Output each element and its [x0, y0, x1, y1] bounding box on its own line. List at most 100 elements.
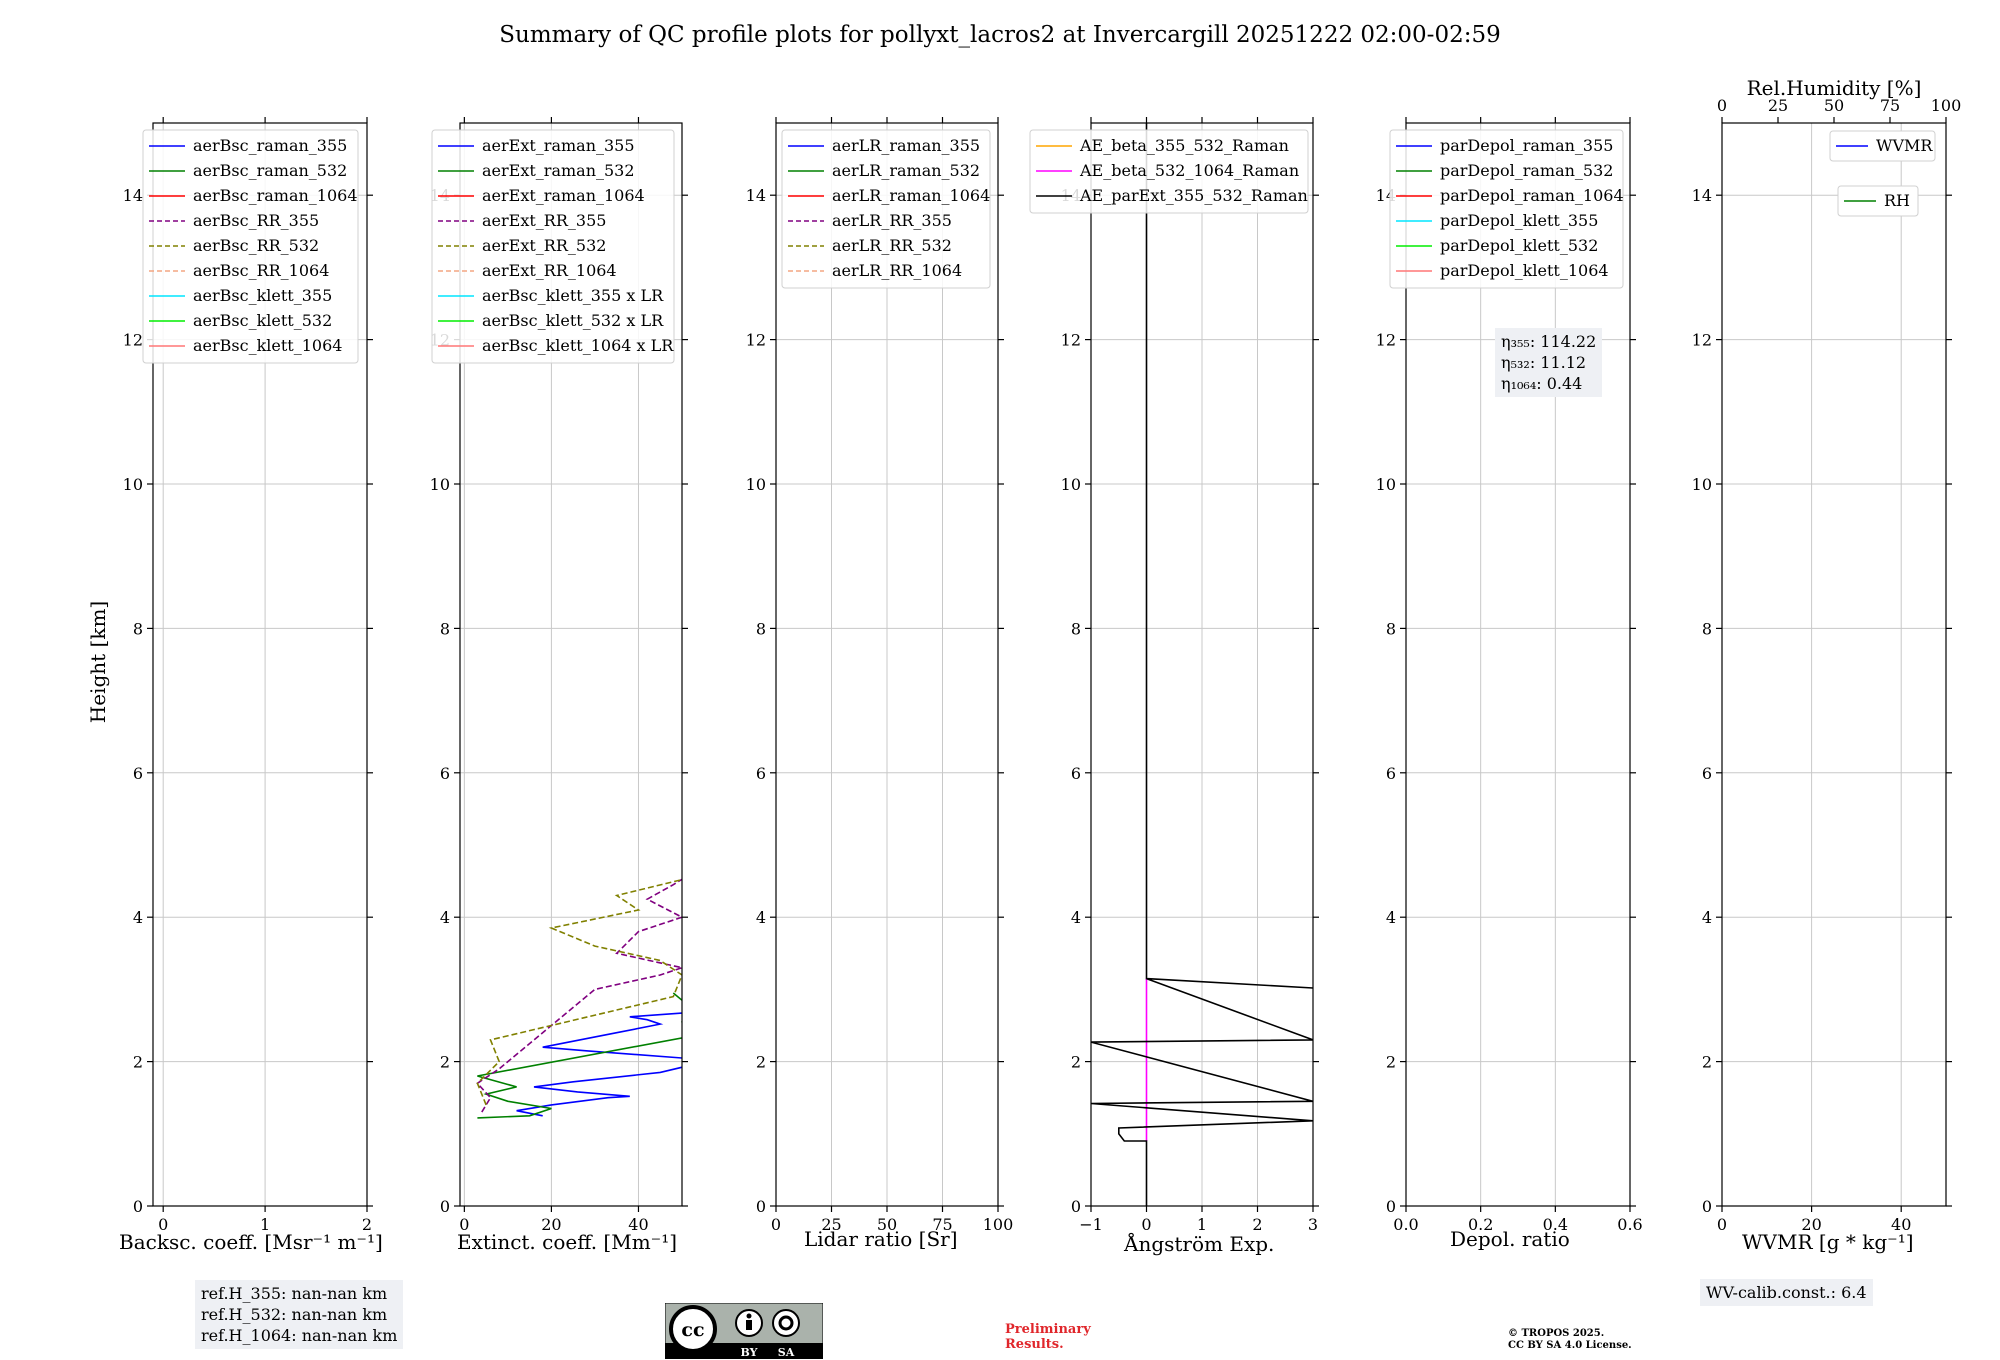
copyright-line-1: © TROPOS 2025.: [1508, 1328, 1605, 1339]
legend-label: aerExt_raman_1064: [482, 186, 645, 205]
share-alike-icon: [778, 1315, 794, 1331]
legend-label: parDepol_raman_355: [1440, 136, 1613, 155]
plot-frame: [1405, 122, 1631, 1207]
legend-label: aerLR_RR_355: [832, 211, 952, 230]
y-tick-label: 4: [440, 908, 450, 927]
legend-box: [1029, 129, 1309, 214]
legend-label: aerBsc_RR_532: [193, 236, 319, 255]
legend-label: aerLR_raman_532: [832, 161, 980, 180]
x-tick-label: 20: [1801, 1215, 1821, 1234]
legend-box: [1389, 129, 1624, 289]
series-line-aerExt_RR_532: [476, 878, 682, 1106]
y-tick-label: 8: [440, 619, 450, 638]
ref-height-532: ref.H_532: nan-nan km: [201, 1305, 388, 1324]
legend-label: aerLR_raman_355: [832, 136, 980, 155]
panel-2-xlabel: Extinct. coeff. [Mm⁻¹]: [457, 1230, 678, 1254]
y-tick-label: 0: [440, 1197, 450, 1216]
x-tick-label: 40: [1891, 1215, 1911, 1234]
legend-label: aerExt_RR_1064: [482, 261, 617, 280]
ref-height-box: ref.H_355: nan-nan km ref.H_532: nan-nan…: [195, 1280, 404, 1349]
y-tick-label: 12: [746, 331, 766, 350]
figure-title: Summary of QC profile plots for pollyxt_…: [499, 22, 1501, 48]
y-tick-label: 6: [1386, 764, 1396, 783]
legend-label: aerLR_RR_1064: [832, 261, 962, 280]
panel-4: −1012302468101214AE_beta_355_532_RamanAE…: [1029, 117, 1319, 1234]
plot-frame: [459, 122, 683, 1207]
preliminary-note: Preliminary Results.: [1005, 1322, 1091, 1352]
legend-label: aerExt_raman_355: [482, 136, 635, 155]
x-tick-label: 1: [260, 1215, 270, 1234]
top-x-tick-label: 75: [1880, 96, 1900, 115]
y-tick-label: 2: [1702, 1053, 1712, 1072]
y-tick-label: 0: [756, 1197, 766, 1216]
panel-4-xlabel: Ångström Exp.: [1124, 1232, 1275, 1256]
x-tick-label: 2: [362, 1215, 372, 1234]
y-tick-label: 4: [1071, 908, 1081, 927]
legend-box: [142, 129, 359, 364]
x-tick-label: 40: [628, 1215, 648, 1234]
x-tick-label: 1: [1197, 1215, 1207, 1234]
panel-1: 0 1 202468101214aerBsc_raman_355aerBsc_ram…: [123, 117, 373, 1234]
eta-532: η₅₃₂: 11.12: [1501, 353, 1587, 372]
panel-5: 0.0 0.2 0.4 0.602468101214parDepol_raman_35…: [1376, 117, 1643, 1234]
panel-6: 0 20 40 0 2 4 6 8 10 12 14 0 25 50 75 100 Rel.Humidity […: [1692, 76, 1962, 1234]
x-tick-label: 0.6: [1617, 1215, 1642, 1234]
eta-1064: η₁₀₆₄: 0.44: [1501, 374, 1583, 393]
legend-label: aerBsc_raman_1064: [193, 186, 358, 205]
legend-label: aerBsc_raman_532: [193, 161, 347, 180]
ref-height-355: ref.H_355: nan-nan km: [201, 1284, 388, 1303]
y-tick-label: 8: [756, 619, 766, 638]
x-tick-label: 0: [459, 1215, 469, 1234]
top-axis-label: Rel.Humidity [%]: [1747, 76, 1922, 100]
panel-6-xlabel: WVMR [g * kg⁻¹]: [1742, 1230, 1914, 1254]
y-tick-label: 4: [1702, 908, 1712, 927]
person-icon: [746, 1313, 752, 1319]
legend-label: parDepol_klett_532: [1440, 236, 1598, 255]
legend-label: aerBsc_klett_532: [193, 311, 332, 330]
y-tick-label: 12: [1692, 331, 1712, 350]
legend-label: parDepol_raman_1064: [1440, 186, 1624, 205]
series-group: [476, 878, 682, 1119]
legend-label: RH: [1884, 191, 1910, 210]
legend-box: [781, 129, 991, 289]
y-tick-label: 0: [1702, 1197, 1712, 1216]
legend-label: aerExt_RR_532: [482, 236, 606, 255]
y-tick-label: 2: [133, 1053, 143, 1072]
legend-label: aerBsc_RR_355: [193, 211, 319, 230]
y-tick-label: 0: [1386, 1197, 1396, 1216]
series-line-AE_parExt_355_532_Raman: [1091, 123, 1313, 1206]
series-line-aerExt_raman_532: [477, 992, 682, 1119]
legend-label: aerLR_RR_532: [832, 236, 952, 255]
eta-355: η₃₅₅: 114.22: [1501, 332, 1597, 351]
legend-label: aerLR_raman_1064: [832, 186, 990, 205]
x-tick-label: 100: [983, 1215, 1014, 1234]
y-tick-label: 4: [1386, 908, 1396, 927]
y-tick-label: 10: [746, 475, 766, 494]
legend: aerBsc_raman_355 aerBsc_raman_532 aerBsc_r…: [142, 129, 359, 364]
y-tick-label: 6: [1702, 764, 1712, 783]
x-tick-label: 0: [1717, 1215, 1727, 1234]
cc-by-sa-badge: cc BY SA: [665, 1303, 823, 1359]
x-tick-label: 25: [821, 1215, 841, 1234]
y-tick-label: 10: [123, 475, 143, 494]
badge-by-label: BY: [741, 1346, 758, 1359]
preliminary-line-2: Results.: [1005, 1337, 1064, 1352]
wv-calib-text: WV-calib.const.: 6.4: [1706, 1283, 1867, 1302]
y-tick-label: 14: [1692, 186, 1712, 205]
x-tick-label: 50: [877, 1215, 897, 1234]
y-tick-label: 8: [1071, 619, 1081, 638]
legend: aerExt_raman_355 aerExt_raman_532 aerExt_r…: [431, 129, 675, 364]
top-x-tick-label: 25: [1768, 96, 1788, 115]
x-tick-label: 0: [1141, 1215, 1151, 1234]
y-axis-label: Height [km]: [86, 600, 110, 724]
x-tick-label: 75: [932, 1215, 952, 1234]
x-tick-label: 0.4: [1543, 1215, 1568, 1234]
y-tick-label: 10: [430, 475, 450, 494]
legend-label: AE_beta_532_1064_Raman: [1079, 161, 1299, 180]
legend-label: parDepol_klett_1064: [1440, 261, 1609, 280]
y-tick-label: 12: [123, 331, 143, 350]
y-tick-label: 6: [1071, 764, 1081, 783]
legend: WVMR RH: [1829, 130, 1936, 217]
y-tick-label: 0: [1071, 1197, 1081, 1216]
